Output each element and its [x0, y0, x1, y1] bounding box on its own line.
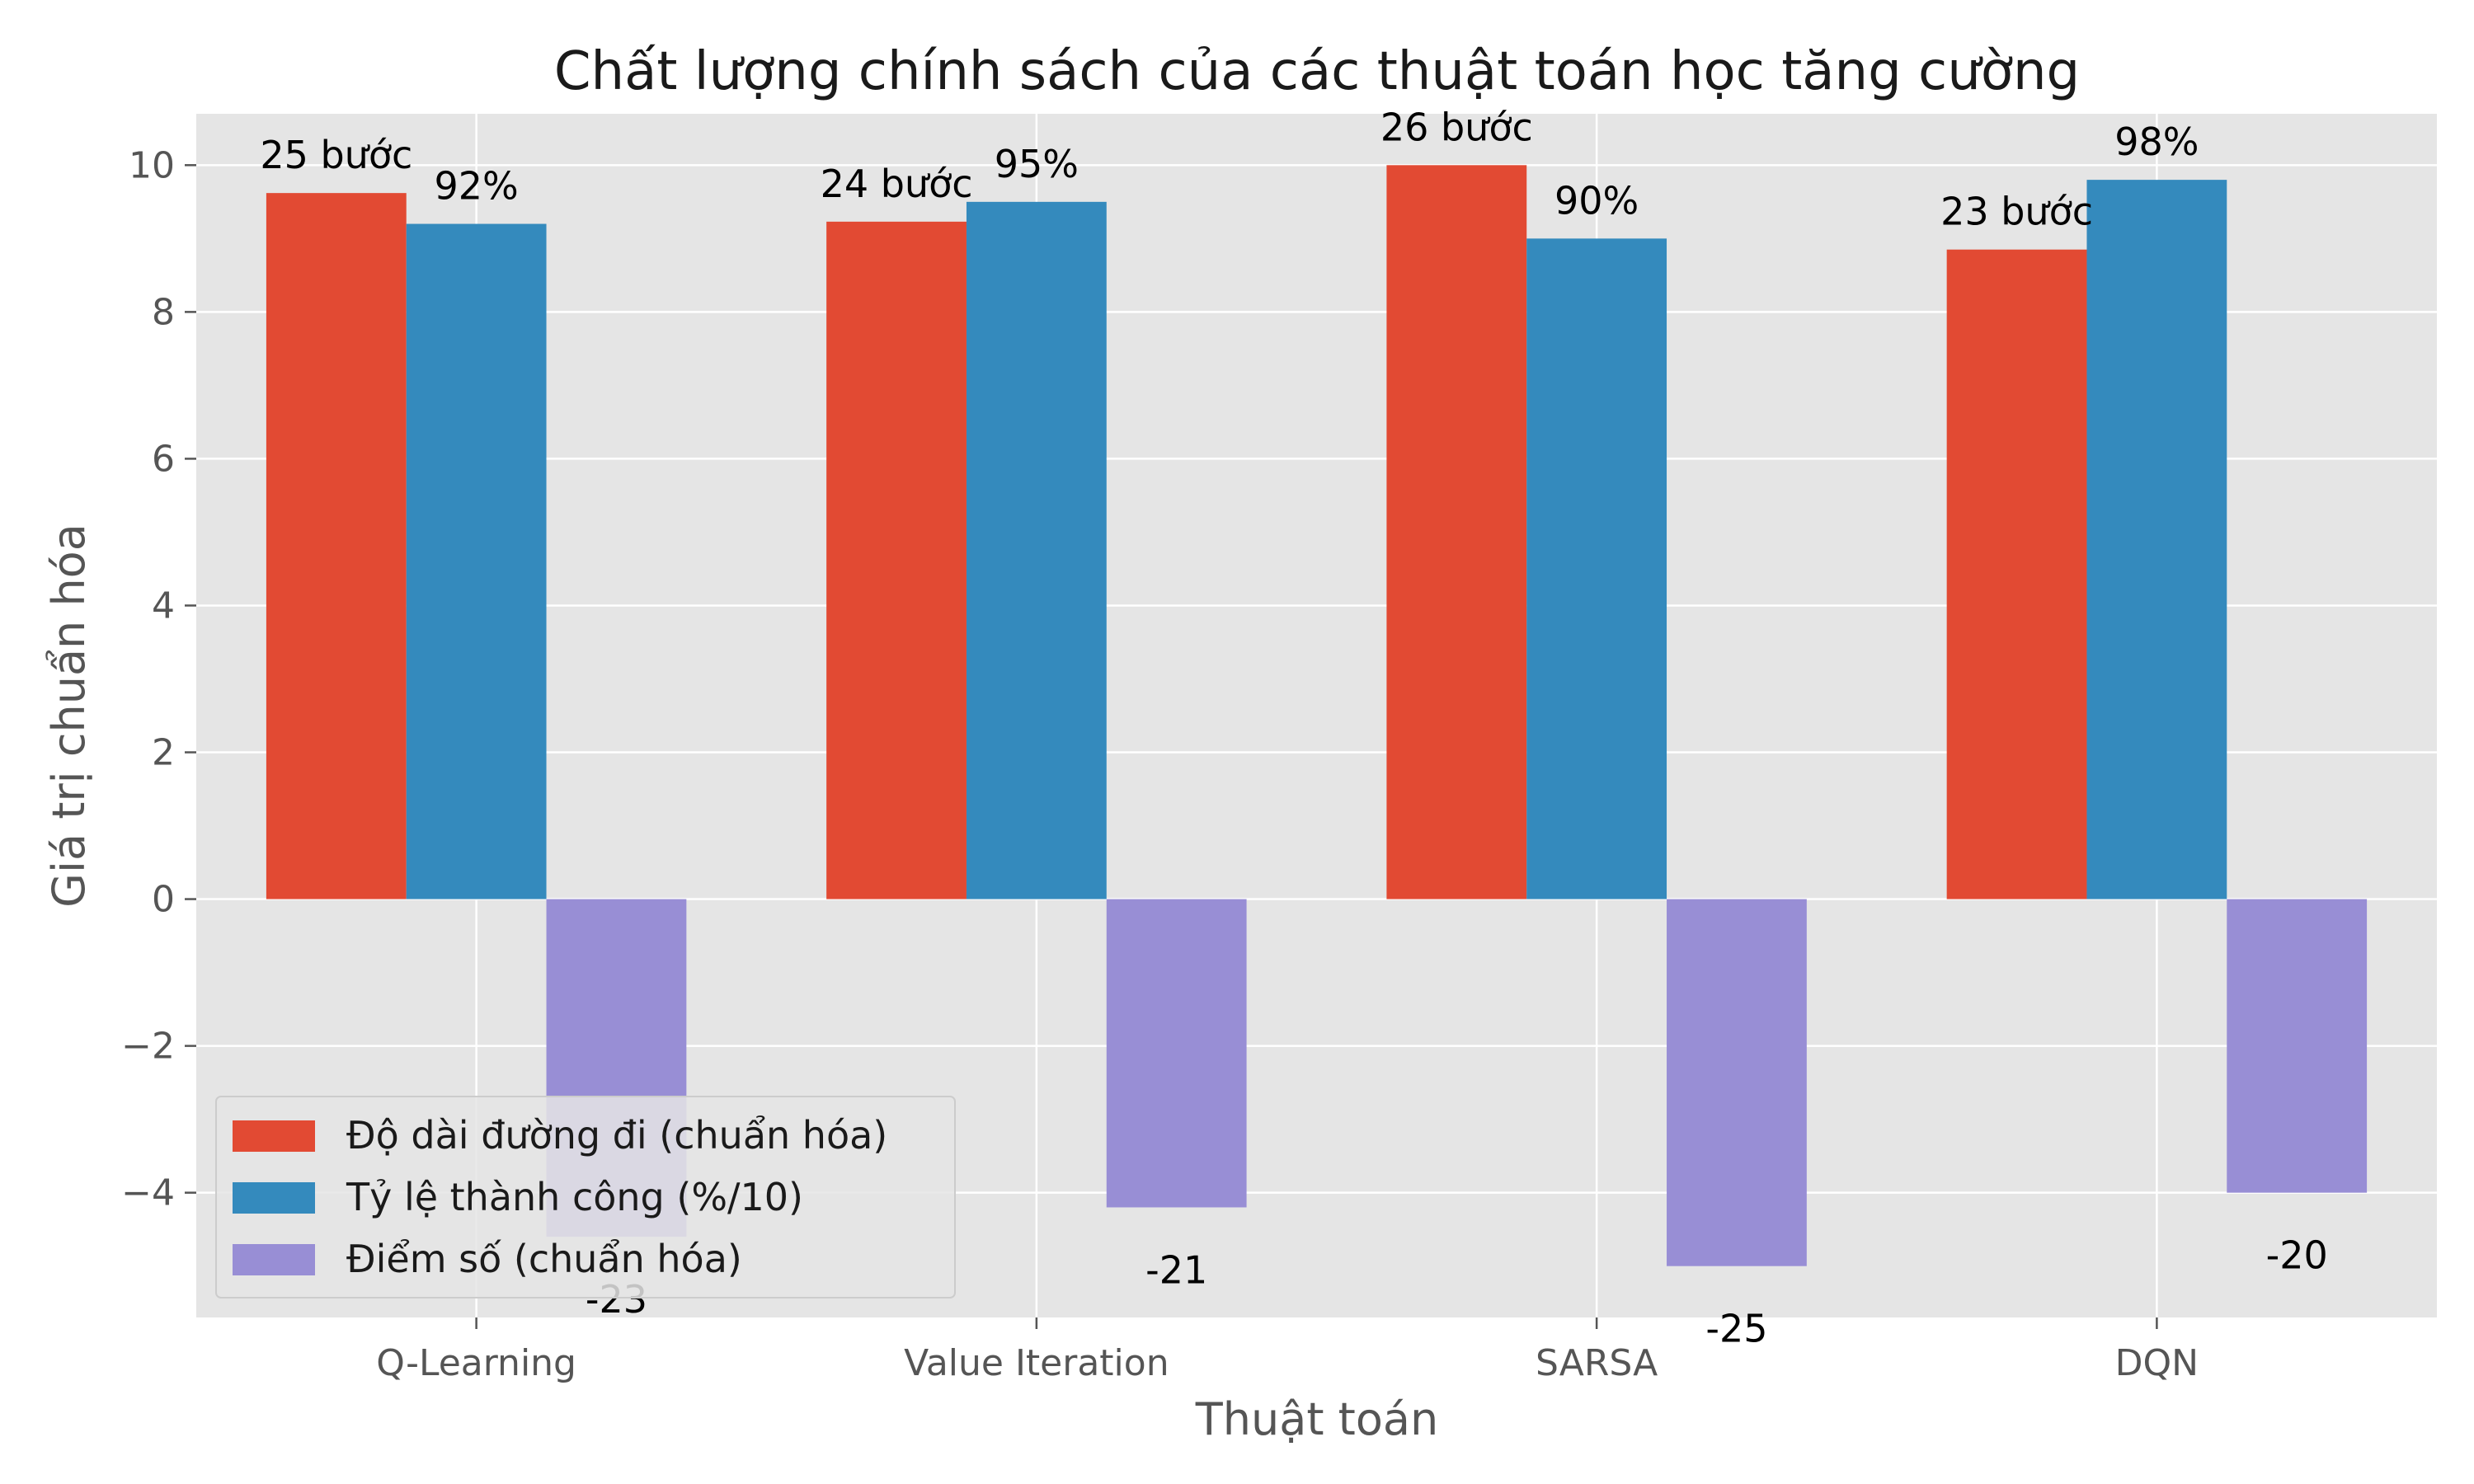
bars [266, 165, 2368, 1266]
legend-swatch-success-rate [233, 1182, 315, 1214]
data-label-sarsa-series-2: -25 [1705, 1307, 1767, 1351]
data-label-value-iteration-series-2: -21 [1145, 1247, 1207, 1292]
y-tick-label: 2 [152, 732, 175, 774]
y-ticks: −4 −2 0 2 4 6 8 10 [121, 144, 196, 1214]
y-tick-label: −2 [121, 1026, 175, 1068]
data-label-dqn-series-2: -20 [2266, 1233, 2328, 1278]
data-label-q-learning-series-1: 92% [435, 164, 519, 209]
x-tick-label-dqn: DQN [2115, 1342, 2199, 1384]
x-tick-label-value-iteration: Value Iteration [904, 1342, 1169, 1384]
bar-dqn-series-2 [2227, 899, 2368, 1193]
bar-sarsa-series-0 [1386, 165, 1527, 899]
y-tick-label: −4 [121, 1172, 175, 1214]
bar-dqn-series-0 [1946, 249, 2087, 899]
legend-swatch-path-length [233, 1120, 315, 1152]
bar-sarsa-series-2 [1667, 899, 1807, 1266]
data-label-sarsa-series-0: 26 bước [1380, 105, 1533, 149]
bar-dqn-series-1 [2086, 180, 2227, 899]
data-labels: 25 bước 24 bước 26 bước 23 bước 92% 95% 90% 98%… [260, 105, 2327, 1350]
legend-swatch-score [233, 1244, 315, 1275]
bar-value-iteration-series-1 [966, 201, 1107, 899]
x-tick-label-sarsa: SARSA [1536, 1342, 1658, 1384]
y-tick-label: 0 [152, 879, 175, 921]
bar-sarsa-series-1 [1526, 238, 1667, 899]
legend-label-path-length: Độ dài đường đi (chuẩn hóa) [346, 1113, 887, 1158]
legend-box [215, 1096, 956, 1298]
legend-label-success-rate: Tỷ lệ thành công (%/10) [346, 1175, 803, 1219]
x-axis-label: Thuật toán [1195, 1393, 1438, 1445]
y-axis-label: Giá trị chuẩn hóa [43, 524, 95, 908]
x-tick-label-q-learning: Q-Learning [376, 1342, 576, 1384]
bar-value-iteration-series-2 [1106, 899, 1247, 1208]
chart-title: Chất lượng chính sách của các thuật toán… [554, 41, 2080, 102]
x-ticks: Q-Learning Value Iteration SARSA DQN [376, 1317, 2199, 1384]
y-tick-label: 8 [152, 291, 175, 333]
data-label-sarsa-series-1: 90% [1554, 178, 1639, 223]
legend: Độ dài đường đi (chuẩn hóa) Tỷ lệ thành … [215, 1096, 956, 1298]
data-label-dqn-series-1: 98% [2114, 120, 2199, 164]
y-tick-label: 10 [129, 144, 175, 186]
data-label-q-learning-series-0: 25 bước [260, 133, 412, 177]
data-label-dqn-series-0: 23 bước [1940, 190, 2093, 234]
legend-label-score: Điểm số (chuẩn hóa) [346, 1237, 742, 1281]
y-tick-label: 4 [152, 585, 175, 627]
bar-q-learning-series-1 [406, 223, 547, 899]
bar-q-learning-series-0 [266, 193, 407, 899]
bar-value-iteration-series-0 [826, 221, 967, 899]
data-label-value-iteration-series-1: 95% [995, 142, 1079, 186]
data-label-value-iteration-series-0: 24 bước [821, 162, 973, 206]
y-tick-label: 6 [152, 438, 175, 480]
